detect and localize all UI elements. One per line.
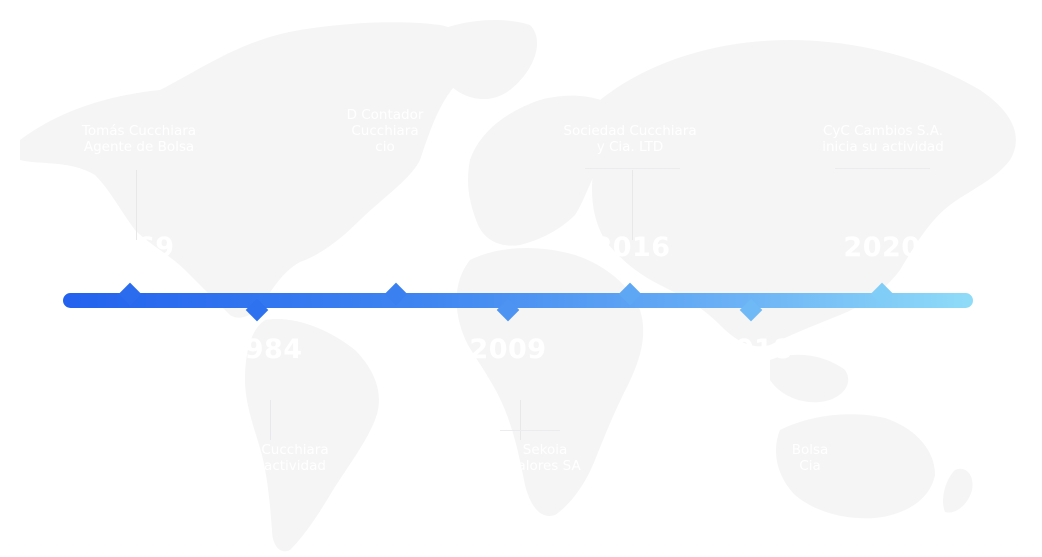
map-africa — [456, 248, 644, 516]
map-australia — [775, 414, 935, 519]
timeline-rule-2009 — [500, 430, 560, 431]
map-southeast-asia — [770, 354, 849, 403]
event-caption-line: inicia su actividad — [822, 139, 944, 155]
event-caption-line: Cucchiara — [261, 442, 329, 458]
event-caption-line: Bolsa — [791, 442, 829, 458]
timeline-stem-1984 — [270, 400, 271, 440]
event-caption: Sociedad Cucchiara y Cia. LTD — [535, 123, 725, 155]
event-caption-line: Sekoia — [522, 442, 568, 458]
event-year: 2001 — [357, 232, 435, 263]
event-caption-line: Cucchiara — [351, 123, 419, 139]
event-year: 2009 — [469, 334, 547, 365]
map-europe — [467, 95, 624, 246]
event-caption: Tomás Cucchiara Agente de Bolsa — [44, 123, 234, 155]
timeline-stem-2009 — [520, 400, 521, 440]
event-caption-line: actividad — [264, 458, 326, 474]
map-north-america — [20, 22, 471, 318]
event-caption: Cucchiara actividad — [200, 442, 390, 474]
event-caption: D Contador Cucchiara cio — [290, 107, 480, 155]
timeline-rule-2016 — [585, 168, 680, 169]
map-new-zealand — [943, 468, 973, 513]
event-year: 2020 — [843, 232, 921, 263]
timeline-stem-1969 — [136, 170, 137, 240]
event-caption: CyC Cambios S.A. inicia su actividad — [788, 123, 978, 155]
event-year: 2018 — [715, 334, 793, 365]
event-caption-line: Cia — [799, 458, 821, 474]
event-caption-line: CyC Cambios S.A. — [822, 123, 944, 139]
event-year: 1984 — [225, 334, 303, 365]
event-caption-line: Agente de Bolsa — [83, 139, 195, 155]
event-caption-line: y Cia. LTD — [596, 139, 664, 155]
event-year: 2016 — [593, 232, 671, 263]
event-caption-line: cio — [375, 139, 395, 155]
event-caption-line: D Contador — [346, 107, 424, 123]
event-caption: Bolsa Cia — [715, 442, 905, 474]
map-south-america — [245, 319, 379, 552]
timeline-rule-2020 — [835, 168, 930, 169]
map-asia — [592, 40, 1016, 347]
event-year: 1969 — [97, 232, 175, 263]
event-caption-line: Sociedad Cucchiara — [563, 123, 697, 139]
event-caption-line: Valores SA — [509, 458, 581, 474]
timeline-track — [63, 293, 973, 308]
timeline-stem-2016 — [632, 170, 633, 240]
event-caption-line: Tomás Cucchiara — [81, 123, 197, 139]
event-caption: Sekoia Valores SA — [450, 442, 640, 474]
map-greenland — [420, 20, 538, 100]
